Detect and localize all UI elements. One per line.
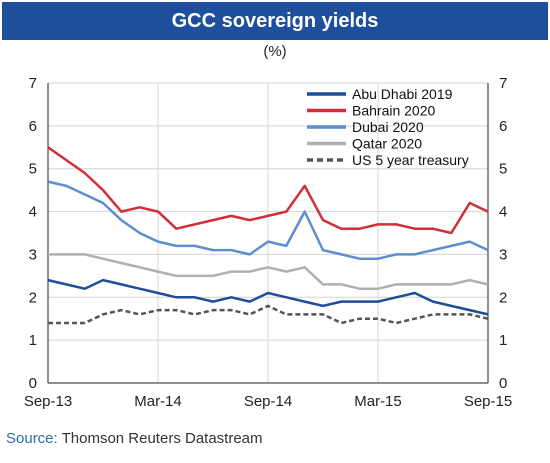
y-tick-label-right: 0 bbox=[499, 375, 507, 392]
source-note: Source: Thomson Reuters Datastream bbox=[6, 430, 263, 447]
legend-label: Bahrain 2020 bbox=[352, 103, 436, 119]
x-tick-label: Mar-14 bbox=[134, 393, 182, 410]
y-tick-label-left: 1 bbox=[29, 332, 37, 349]
y-tick-label-left: 3 bbox=[29, 246, 37, 263]
series-line-1 bbox=[47, 146, 489, 235]
y-tick-label-right: 5 bbox=[499, 161, 507, 178]
x-tick-label: Sep-14 bbox=[244, 393, 292, 410]
legend-label: US 5 year treasury bbox=[352, 152, 469, 168]
source-text: Thomson Reuters Datastream bbox=[57, 430, 263, 447]
series-line-4 bbox=[48, 304, 489, 325]
y-tick-label-right: 1 bbox=[499, 332, 507, 349]
y-tick-label-left: 5 bbox=[29, 161, 37, 178]
legend-label: Qatar 2020 bbox=[352, 136, 422, 152]
y-tick-label-left: 2 bbox=[29, 289, 37, 306]
x-tick-label: Mar-15 bbox=[354, 393, 402, 410]
series-line-0 bbox=[47, 278, 489, 316]
legend-label: Dubai 2020 bbox=[352, 119, 424, 135]
y-tick-label-right: 2 bbox=[499, 289, 507, 306]
x-tick-label: Sep-15 bbox=[464, 393, 512, 410]
y-tick-label-left: 6 bbox=[29, 118, 37, 135]
y-tick-label-right: 4 bbox=[499, 204, 507, 221]
x-tick-label: Sep-13 bbox=[24, 393, 72, 410]
y-tick-label-left: 7 bbox=[29, 75, 37, 92]
legend-label: Abu Dhabi 2019 bbox=[352, 86, 453, 102]
chart-unit: (%) bbox=[263, 43, 287, 60]
chart-title: GCC sovereign yields bbox=[171, 10, 379, 32]
y-tick-label-right: 7 bbox=[499, 75, 507, 92]
y-tick-label-right: 3 bbox=[499, 246, 507, 263]
y-tick-label-right: 6 bbox=[499, 118, 507, 135]
title-bar: GCC sovereign yields bbox=[2, 2, 548, 40]
series-line-3 bbox=[48, 253, 489, 290]
series-line-2 bbox=[47, 180, 489, 260]
y-tick-label-left: 4 bbox=[29, 204, 37, 221]
source-label: Source: bbox=[6, 430, 58, 447]
y-tick-label-left: 0 bbox=[29, 375, 37, 392]
